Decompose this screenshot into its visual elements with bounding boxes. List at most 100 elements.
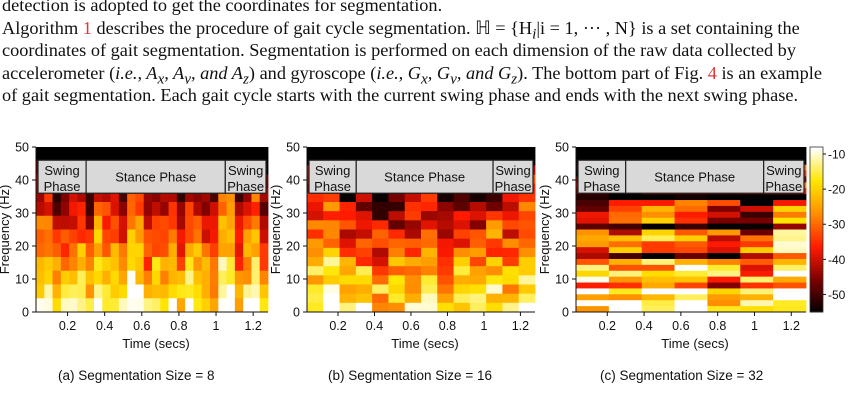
heatmap-cell [453,147,471,157]
heatmap-cell [421,293,438,304]
heatmap-cell [576,223,610,230]
heatmap-cell [110,298,120,313]
heatmap-cell [437,293,454,304]
heatmap-cell [437,220,454,230]
heatmap-cell [160,284,169,299]
heatmap-cell [168,243,178,258]
heatmap-cell [152,188,161,203]
colorbar-segment [810,290,823,294]
paragraph-text: i.e., A [115,62,158,83]
algorithm-ref-link[interactable]: 1 [82,17,92,38]
heatmap-cell [469,211,487,221]
colorbar-segment [810,243,823,247]
heatmap-cell [339,284,357,295]
heatmap-cell [69,229,78,244]
heatmap-cell [773,247,807,254]
heatmap-cell [102,229,111,244]
heatmap-cell [168,229,178,244]
heatmap-cell [773,264,807,272]
heatmap-cell [773,241,807,248]
heatmap-cell [185,284,194,299]
colorbar-segment [810,207,823,211]
heatmap-cell [453,302,471,313]
heatmap-cell [185,243,194,258]
heatmap-cell [135,298,145,313]
heatmap-cell [143,202,153,217]
colorbar-segment [810,265,823,269]
paragraph-text: coordinates of gait segmentation. Segmen… [2,40,796,61]
heatmap-cell [453,192,471,203]
heatmap-cell [218,188,227,203]
heatmap-cell [674,147,708,154]
heatmap-cell [641,205,675,213]
heatmap-cell [453,275,471,285]
heatmap-cell [143,243,153,258]
heatmap-cell [243,284,252,299]
heatmap-cell [85,229,95,244]
x-tick-label: 1.2 [783,319,800,333]
heatmap-cell [201,243,211,258]
heatmap-cell [251,284,261,299]
heatmap-cell [518,293,536,304]
heatmap-cell [193,257,203,272]
heatmap-cell [323,302,340,313]
colorbar [810,147,823,313]
heatmap-cell [234,188,244,203]
heatmap-cell [118,229,128,244]
heatmap-cell [201,147,211,162]
heatmap-cell [404,238,422,249]
heatmap-cell [210,202,219,217]
heatmap-cell [773,217,807,224]
heatmap-cell [388,202,406,212]
colorbar-segment [810,163,823,167]
phase-box-swing [763,159,805,194]
heatmap-cell [674,294,708,301]
heatmap-cell [307,266,324,276]
heatmap-cell [437,229,454,240]
heatmap-cell [323,266,340,276]
heatmap-cell [421,266,438,276]
heatmap-cell [94,229,103,244]
heatmap-cell [259,257,269,272]
heatmap-cell [469,202,487,212]
heatmap-cell [135,147,145,162]
heatmap-cell [486,202,503,212]
heatmap-cell [234,229,244,244]
heatmap-cell [502,238,520,249]
heatmap-cell [176,147,186,162]
heatmap-cell [118,284,128,299]
heatmap-cell [608,288,643,295]
y-tick-label: 20 [286,240,300,254]
heatmap-cell [453,293,471,304]
heatmap-cell [404,266,422,276]
colorbar-segment [810,251,823,255]
heatmap-cell [52,147,62,162]
heatmap-cell [259,284,269,299]
paragraph-text: |i = 1, ··· , N} is a set containing the [536,17,800,38]
heatmap-cell [259,298,269,313]
heatmap-cell [44,298,53,313]
heatmap-cell [127,147,136,162]
heatmap-cell [372,202,389,212]
heatmap-cell [210,147,219,162]
x-tick-label: 0.8 [170,319,187,333]
heatmap-cell [176,284,186,299]
colorbar-segment [810,218,823,222]
heatmap-cell [608,241,643,248]
heatmap-cell [234,257,244,272]
heatmap-cell [160,257,169,272]
colorbar-segment [810,279,823,283]
heatmap-cell [502,257,520,267]
heatmap-cell [69,202,78,217]
heatmap-cell [251,202,261,217]
phase-box-swing [224,159,267,194]
heatmap-cell [36,147,45,162]
heatmap-cell [372,147,389,157]
paragraph-text: , G [427,62,451,83]
figure-ref-link[interactable]: 4 [707,62,717,83]
heatmap-cell [707,200,741,207]
heatmap-cell [518,211,536,221]
heatmap-cell [52,284,62,299]
colorbar-segment [810,240,823,244]
heatmap-cell [218,270,227,285]
